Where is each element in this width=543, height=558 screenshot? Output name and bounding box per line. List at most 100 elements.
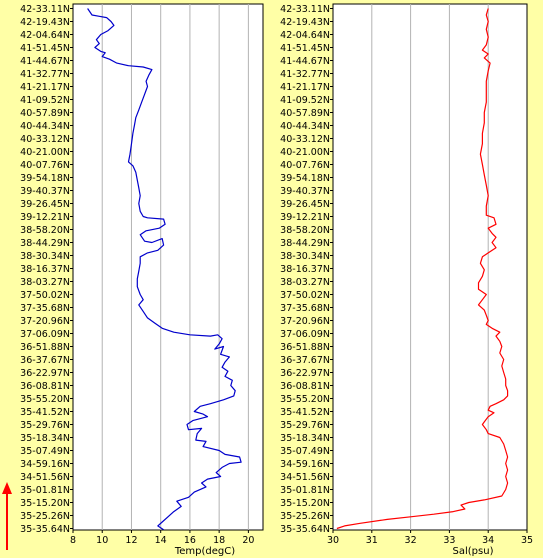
- y-tick-label: 42-19.43N: [20, 17, 70, 28]
- y-tick-label: 41-32.77N: [20, 69, 70, 80]
- y-tick-label: 34-51.56N: [20, 472, 70, 483]
- y-tick-label: 37-20.96N: [20, 316, 70, 327]
- y-tick-label: 35-18.34N: [280, 433, 330, 444]
- y-tick-label: 40-44.34N: [20, 121, 70, 132]
- y-tick-label: 35-07.49N: [20, 446, 70, 457]
- y-tick-label: 38-16.37N: [280, 264, 330, 275]
- x-tick-label: 10: [96, 535, 108, 546]
- y-tick-label: 38-44.29N: [280, 238, 330, 249]
- series-line: [87, 8, 242, 531]
- y-tick-label: 41-51.45N: [280, 43, 330, 54]
- y-tick-label: 40-21.00N: [280, 147, 330, 158]
- y-tick-label: 35-55.20N: [280, 394, 330, 405]
- salinity-panel: 30 31 32 33 34 35 42-33.11N 42-19.43N 42-04.64N 4…: [280, 3, 533, 557]
- y-tick-label: 35-41.52N: [280, 407, 330, 418]
- y-tick-label: 40-21.00N: [20, 147, 70, 158]
- y-tick-label: 39-54.18N: [280, 173, 330, 184]
- y-tick-label: 40-57.89N: [280, 108, 330, 119]
- y-tick-label: 38-30.34N: [280, 251, 330, 262]
- y-tick-label: 35-41.52N: [20, 407, 70, 418]
- y-tick-label: 36-51.88N: [280, 342, 330, 353]
- y-tick-label: 40-07.76N: [20, 160, 70, 171]
- y-tick-label: 40-07.76N: [280, 160, 330, 171]
- y-tick-label: 42-33.11N: [280, 4, 330, 15]
- y-tick-label: 41-09.52N: [280, 95, 330, 106]
- x-tick-label: 35: [521, 535, 533, 546]
- north-arrow-icon: [2, 482, 12, 550]
- y-tick-label: 34-51.56N: [280, 472, 330, 483]
- y-tick-label: 42-19.43N: [280, 17, 330, 28]
- y-tick-label: 39-40.37N: [280, 186, 330, 197]
- y-tick-label: 41-21.17N: [20, 82, 70, 93]
- y-tick-label: 36-08.81N: [280, 381, 330, 392]
- plot-area: [72, 3, 264, 531]
- y-tick-label: 35-01.81N: [20, 485, 70, 496]
- y-tick-label: 37-06.09N: [280, 329, 330, 340]
- y-tick-label: 38-03.27N: [20, 277, 70, 288]
- y-tick-label: 35-35.64N: [20, 524, 70, 535]
- y-tick-label: 39-54.18N: [20, 173, 70, 184]
- x-tick-label: 20: [242, 535, 254, 546]
- x-tick-label: 12: [125, 535, 137, 546]
- y-tick-label: 36-51.88N: [20, 342, 70, 353]
- y-tick-label: 38-58.20N: [20, 225, 70, 236]
- x-tick-label: 32: [405, 535, 417, 546]
- y-tick-label: 35-15.20N: [280, 498, 330, 509]
- y-tick-label: 38-58.20N: [280, 225, 330, 236]
- y-tick-label: 42-33.11N: [20, 4, 70, 15]
- y-tick-label: 39-12.21N: [20, 212, 70, 223]
- y-tick-label: 40-44.34N: [280, 121, 330, 132]
- y-tick-label: 35-29.76N: [280, 420, 330, 431]
- y-tick-label: 41-44.67N: [280, 56, 330, 67]
- y-tick-label: 35-25.26N: [20, 511, 70, 522]
- y-tick-label: 37-50.02N: [20, 290, 70, 301]
- y-tick-label: 37-50.02N: [280, 290, 330, 301]
- x-tick-label: 30: [327, 535, 339, 546]
- x-tick-label: 34: [482, 535, 494, 546]
- y-tick-label: 37-20.96N: [280, 316, 330, 327]
- y-tick-label: 37-06.09N: [20, 329, 70, 340]
- y-tick-label: 42-04.64N: [280, 30, 330, 41]
- y-tick-label: 35-35.64N: [280, 524, 330, 535]
- y-tick-label: 39-26.45N: [20, 199, 70, 210]
- y-tick-label: 38-16.37N: [20, 264, 70, 275]
- y-tick-label: 36-22.97N: [280, 368, 330, 379]
- y-tick-label: 34-59.16N: [280, 459, 330, 470]
- x-tick-label: 33: [443, 535, 455, 546]
- x-tick-label: 18: [213, 535, 225, 546]
- x-tick-label: 31: [366, 535, 378, 546]
- y-tick-label: 41-32.77N: [280, 69, 330, 80]
- y-tick-label: 37-35.68N: [20, 303, 70, 314]
- y-tick-label: 35-25.26N: [280, 511, 330, 522]
- y-tick-label: 36-08.81N: [20, 381, 70, 392]
- y-tick-label: 35-29.76N: [20, 420, 70, 431]
- x-tick-label: 8: [70, 535, 76, 546]
- y-tick-label: 40-57.89N: [20, 108, 70, 119]
- y-tick-label: 35-55.20N: [20, 394, 70, 405]
- y-tick-label: 41-09.52N: [20, 95, 70, 106]
- plot-area: [332, 3, 528, 531]
- y-tick-label: 40-33.12N: [280, 134, 330, 145]
- y-tick-label: 36-22.97N: [20, 368, 70, 379]
- y-tick-label: 35-18.34N: [20, 433, 70, 444]
- x-tick-label: 14: [155, 535, 167, 546]
- x-axis-title: Sal(psu): [453, 546, 494, 557]
- y-tick-label: 35-07.49N: [280, 446, 330, 457]
- y-tick-label: 42-04.64N: [20, 30, 70, 41]
- y-tick-label: 34-59.16N: [20, 459, 70, 470]
- y-tick-label: 38-30.34N: [20, 251, 70, 262]
- y-tick-label: 37-35.68N: [280, 303, 330, 314]
- y-tick-label: 41-44.67N: [20, 56, 70, 67]
- y-tick-label: 41-21.17N: [280, 82, 330, 93]
- temperature-panel: 8 10 12 14 16 18 20 42-33.11N 42-19.43N 42-04.64N…: [20, 3, 264, 557]
- y-tick-label: 39-26.45N: [280, 199, 330, 210]
- y-tick-label: 38-44.29N: [20, 238, 70, 249]
- y-tick-label: 39-12.21N: [280, 212, 330, 223]
- y-tick-label: 41-51.45N: [20, 43, 70, 54]
- y-tick-label: 36-37.67N: [20, 355, 70, 366]
- y-tick-label: 38-03.27N: [280, 277, 330, 288]
- y-tick-label: 39-40.37N: [20, 186, 70, 197]
- y-tick-label: 35-15.20N: [20, 498, 70, 509]
- y-tick-label: 35-01.81N: [280, 485, 330, 496]
